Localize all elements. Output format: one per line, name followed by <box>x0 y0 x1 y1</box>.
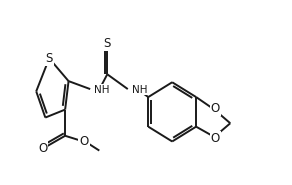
Text: O: O <box>211 102 220 115</box>
Text: O: O <box>79 135 89 148</box>
Text: O: O <box>211 132 220 144</box>
Text: S: S <box>46 52 53 65</box>
Text: O: O <box>38 142 47 155</box>
Text: S: S <box>104 37 111 50</box>
Text: NH: NH <box>94 85 110 95</box>
Text: NH: NH <box>132 85 147 95</box>
